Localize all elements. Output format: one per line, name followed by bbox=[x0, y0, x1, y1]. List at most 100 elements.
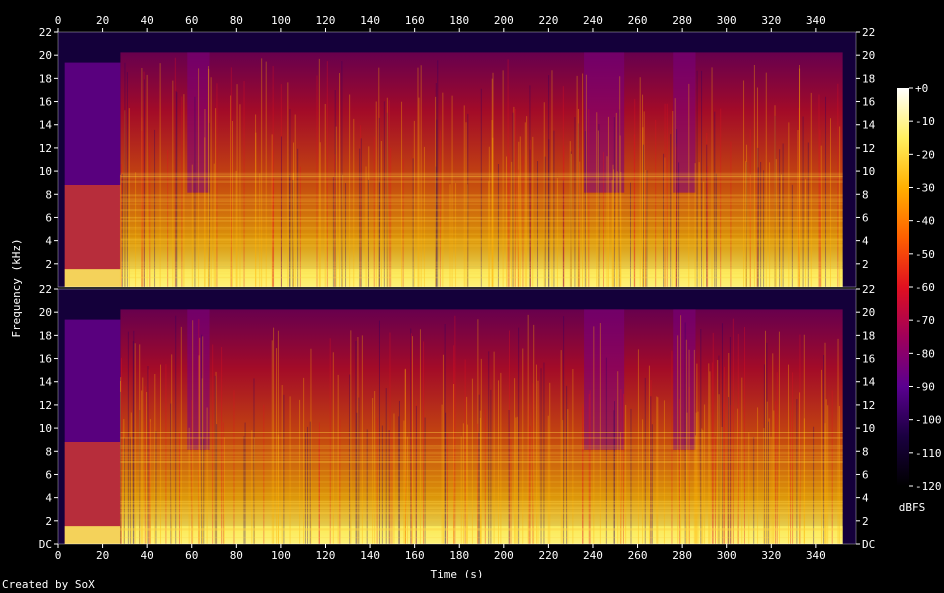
x-tick-label: 200 bbox=[494, 549, 514, 562]
y-tick-label: 12 bbox=[862, 142, 875, 155]
x-tick-label: 100 bbox=[271, 14, 291, 27]
colorbar-tick-label: -20 bbox=[915, 148, 935, 161]
x-tick-label: 320 bbox=[761, 14, 781, 27]
y-tick-label: 20 bbox=[39, 49, 52, 62]
x-tick-label: 280 bbox=[672, 14, 692, 27]
y-tick-label: 8 bbox=[45, 445, 52, 458]
y-tick-label: 4 bbox=[45, 235, 52, 248]
y-tick-label: 16 bbox=[39, 96, 52, 109]
y-tick-label: 2 bbox=[862, 515, 869, 528]
y-tick-label: 10 bbox=[39, 422, 52, 435]
colorbar-tick-label: -70 bbox=[915, 314, 935, 327]
x-tick-label: 180 bbox=[449, 14, 469, 27]
x-tick-label: 240 bbox=[583, 14, 603, 27]
y-tick-label: 10 bbox=[862, 165, 875, 178]
y-tick-label: 14 bbox=[862, 376, 876, 389]
colorbar-tick-label: -90 bbox=[915, 381, 935, 394]
x-tick-label: 0 bbox=[55, 14, 62, 27]
y-tick-label: DC bbox=[39, 538, 52, 551]
x-tick-label: 200 bbox=[494, 14, 514, 27]
y-tick-label: 22 bbox=[39, 283, 52, 296]
y-tick-label: 6 bbox=[45, 211, 52, 224]
x-tick-label: 280 bbox=[672, 549, 692, 562]
y-tick-label: 14 bbox=[862, 119, 876, 132]
x-tick-label: 240 bbox=[583, 549, 603, 562]
colorbar-tick-label: +0 bbox=[915, 82, 928, 95]
y-tick-label: 18 bbox=[862, 72, 875, 85]
y-tick-label: 2 bbox=[862, 258, 869, 271]
y-tick-label: 20 bbox=[39, 306, 52, 319]
x-tick-label: 260 bbox=[628, 14, 648, 27]
x-tick-label: 120 bbox=[316, 14, 336, 27]
x-tick-label: 340 bbox=[806, 14, 826, 27]
x-axis-label: Time (s) bbox=[431, 568, 484, 578]
y-tick-label: 8 bbox=[862, 445, 869, 458]
colorbar-tick-label: -100 bbox=[915, 414, 942, 427]
y-tick-label: 18 bbox=[39, 72, 52, 85]
x-tick-label: 140 bbox=[360, 549, 380, 562]
x-tick-label: 40 bbox=[141, 549, 154, 562]
y-tick-label: 10 bbox=[39, 165, 52, 178]
credit-text: Created by SoX bbox=[2, 578, 95, 591]
x-tick-label: 100 bbox=[271, 549, 291, 562]
y-tick-label: 18 bbox=[862, 329, 875, 342]
y-tick-label: 14 bbox=[39, 376, 53, 389]
x-tick-label: 260 bbox=[628, 549, 648, 562]
y-tick-label: 12 bbox=[39, 142, 52, 155]
y-tick-label: 20 bbox=[862, 49, 875, 62]
y-tick-label: 2 bbox=[45, 258, 52, 271]
y-tick-label: 10 bbox=[862, 422, 875, 435]
y-tick-label: 16 bbox=[39, 353, 52, 366]
colorbar bbox=[897, 88, 909, 486]
x-tick-label: 80 bbox=[230, 549, 243, 562]
y-tick-label: 22 bbox=[39, 26, 52, 39]
y-tick-label: 2 bbox=[45, 515, 52, 528]
x-tick-label: 120 bbox=[316, 549, 336, 562]
x-tick-label: 160 bbox=[405, 549, 425, 562]
y-tick-label: 20 bbox=[862, 306, 875, 319]
y-axis-label: Frequency (kHz) bbox=[10, 238, 23, 337]
colorbar-tick-label: -120 bbox=[915, 480, 942, 493]
y-tick-label: 6 bbox=[862, 468, 869, 481]
y-tick-label: 4 bbox=[862, 492, 869, 505]
y-tick-label: 22 bbox=[862, 283, 875, 296]
y-tick-label: 4 bbox=[862, 235, 869, 248]
y-tick-label: 12 bbox=[862, 399, 875, 412]
channel-panel-2 bbox=[57, 288, 857, 545]
x-tick-label: 140 bbox=[360, 14, 380, 27]
y-tick-label: 6 bbox=[862, 211, 869, 224]
x-tick-label: 340 bbox=[806, 549, 826, 562]
x-tick-label: 20 bbox=[96, 14, 109, 27]
colorbar-tick-label: -30 bbox=[915, 182, 935, 195]
y-tick-label: 18 bbox=[39, 329, 52, 342]
x-tick-label: 0 bbox=[55, 549, 62, 562]
y-tick-label: 8 bbox=[45, 188, 52, 201]
colorbar-tick-label: -10 bbox=[915, 115, 935, 128]
colorbar-tick-label: -60 bbox=[915, 281, 935, 294]
colorbar-tick-label: -110 bbox=[915, 447, 942, 460]
channel-panel-1 bbox=[57, 31, 857, 288]
colorbar-tick-label: -40 bbox=[915, 215, 935, 228]
x-tick-label: 300 bbox=[717, 549, 737, 562]
y-tick-label: 8 bbox=[862, 188, 869, 201]
colorbar-tick-label: -50 bbox=[915, 248, 935, 261]
x-tick-label: 220 bbox=[538, 549, 558, 562]
x-tick-label: 220 bbox=[538, 14, 558, 27]
x-tick-label: 20 bbox=[96, 549, 109, 562]
x-tick-label: 300 bbox=[717, 14, 737, 27]
y-tick-label: 6 bbox=[45, 468, 52, 481]
colorbar-label: dBFS bbox=[899, 501, 926, 514]
x-tick-label: 160 bbox=[405, 14, 425, 27]
x-tick-label: 320 bbox=[761, 549, 781, 562]
x-tick-label: 60 bbox=[185, 549, 198, 562]
y-tick-label: 22 bbox=[862, 26, 875, 39]
y-tick-label: 14 bbox=[39, 119, 53, 132]
colorbar-tick-label: -80 bbox=[915, 347, 935, 360]
y-tick-label: 4 bbox=[45, 492, 52, 505]
x-tick-label: 60 bbox=[185, 14, 198, 27]
y-tick-label: 16 bbox=[862, 96, 875, 109]
x-tick-label: 40 bbox=[141, 14, 154, 27]
x-tick-label: 180 bbox=[449, 549, 469, 562]
